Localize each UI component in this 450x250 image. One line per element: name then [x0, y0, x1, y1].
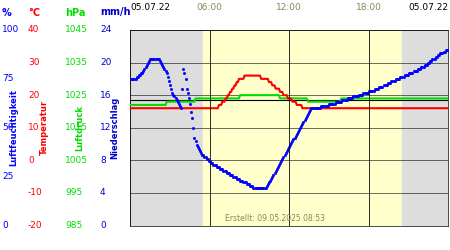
Text: mm/h: mm/h: [100, 8, 130, 18]
Bar: [401, 30, 448, 226]
Text: Luftfeuchtigkeit: Luftfeuchtigkeit: [9, 89, 18, 166]
Text: 18:00: 18:00: [356, 4, 382, 13]
Text: 1015: 1015: [65, 123, 88, 132]
Text: 20: 20: [100, 58, 112, 67]
Text: 8: 8: [100, 156, 106, 165]
Text: 05.07.22: 05.07.22: [130, 4, 170, 13]
Text: 0: 0: [28, 156, 34, 165]
Text: 985: 985: [65, 221, 82, 230]
Text: 25: 25: [2, 172, 14, 181]
Text: hPa: hPa: [65, 8, 86, 18]
Text: 06:00: 06:00: [197, 4, 222, 13]
Text: °C: °C: [28, 8, 40, 18]
Text: Temperatur: Temperatur: [40, 100, 49, 155]
Text: 12: 12: [100, 123, 112, 132]
Text: 995: 995: [65, 188, 82, 198]
Text: -20: -20: [28, 221, 43, 230]
Text: 0: 0: [2, 221, 8, 230]
Text: 24: 24: [100, 26, 111, 35]
Text: 12:00: 12:00: [276, 4, 302, 13]
Text: 16: 16: [100, 91, 112, 100]
Text: 0: 0: [100, 221, 106, 230]
Text: %: %: [2, 8, 12, 18]
Bar: [130, 30, 203, 226]
Text: 05.07.22: 05.07.22: [408, 4, 448, 13]
Text: Niederschlag: Niederschlag: [111, 96, 120, 159]
Text: 1005: 1005: [65, 156, 88, 165]
Text: Erstellt: 09.05.2025 08:53: Erstellt: 09.05.2025 08:53: [225, 214, 325, 223]
Text: 4: 4: [100, 188, 106, 198]
Bar: [203, 30, 401, 226]
Text: 100: 100: [2, 26, 19, 35]
Text: 10: 10: [28, 123, 40, 132]
Text: 1035: 1035: [65, 58, 88, 67]
Text: 20: 20: [28, 91, 40, 100]
Text: -10: -10: [28, 188, 43, 198]
Text: 75: 75: [2, 74, 14, 84]
Text: 1045: 1045: [65, 26, 88, 35]
Text: 30: 30: [28, 58, 40, 67]
Text: 50: 50: [2, 123, 14, 132]
Text: 1025: 1025: [65, 91, 88, 100]
Text: Luftdruck: Luftdruck: [76, 105, 85, 151]
Text: 40: 40: [28, 26, 40, 35]
